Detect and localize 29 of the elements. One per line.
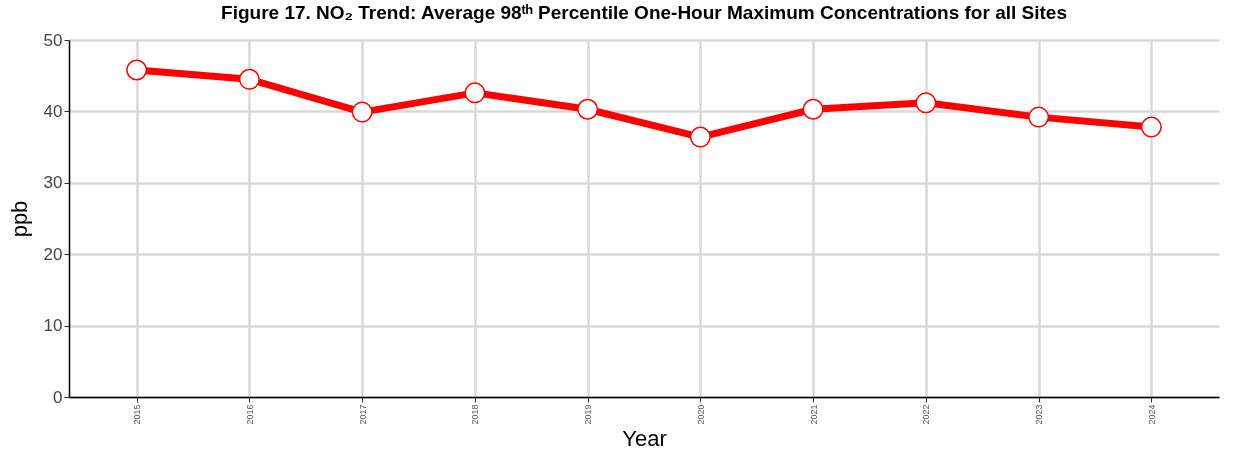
x-tick-label: 2024 [1146, 404, 1157, 425]
y-axis-title: ppb [6, 200, 32, 238]
x-tick-label: 2017 [357, 404, 368, 425]
point [915, 92, 937, 114]
y-tick-label: 40 [43, 101, 63, 121]
point [126, 59, 148, 81]
x-axis-title: Year [622, 425, 667, 451]
point [238, 68, 260, 90]
x-tick-label: 2022 [921, 404, 932, 425]
x-tick-label: 2018 [470, 404, 481, 425]
point [577, 98, 599, 120]
x-tick-label: 2021 [808, 404, 819, 425]
x-tick-label: 2016 [244, 404, 255, 425]
x-tick-label: 2020 [695, 404, 706, 425]
x-tick-label: 2015 [132, 404, 143, 425]
chart-title: Figure 17. NO₂ Trend: Average 98ᵗʰ Percentile One-Hour Maximum Concentrations for all Sites [221, 2, 1067, 23]
point [689, 126, 711, 148]
y-tick-label: 50 [43, 30, 63, 50]
y-tick-label: 0 [53, 387, 63, 407]
x-tick-label: 2019 [583, 404, 594, 425]
y-tick-label: 10 [43, 316, 63, 336]
y-tick-label: 20 [43, 244, 63, 264]
point [1140, 116, 1162, 138]
point [464, 82, 486, 104]
x-tick-label: 2023 [1034, 404, 1045, 425]
point [1028, 106, 1050, 128]
y-tick-label: 30 [43, 173, 63, 193]
point [802, 98, 824, 120]
point [351, 101, 373, 123]
